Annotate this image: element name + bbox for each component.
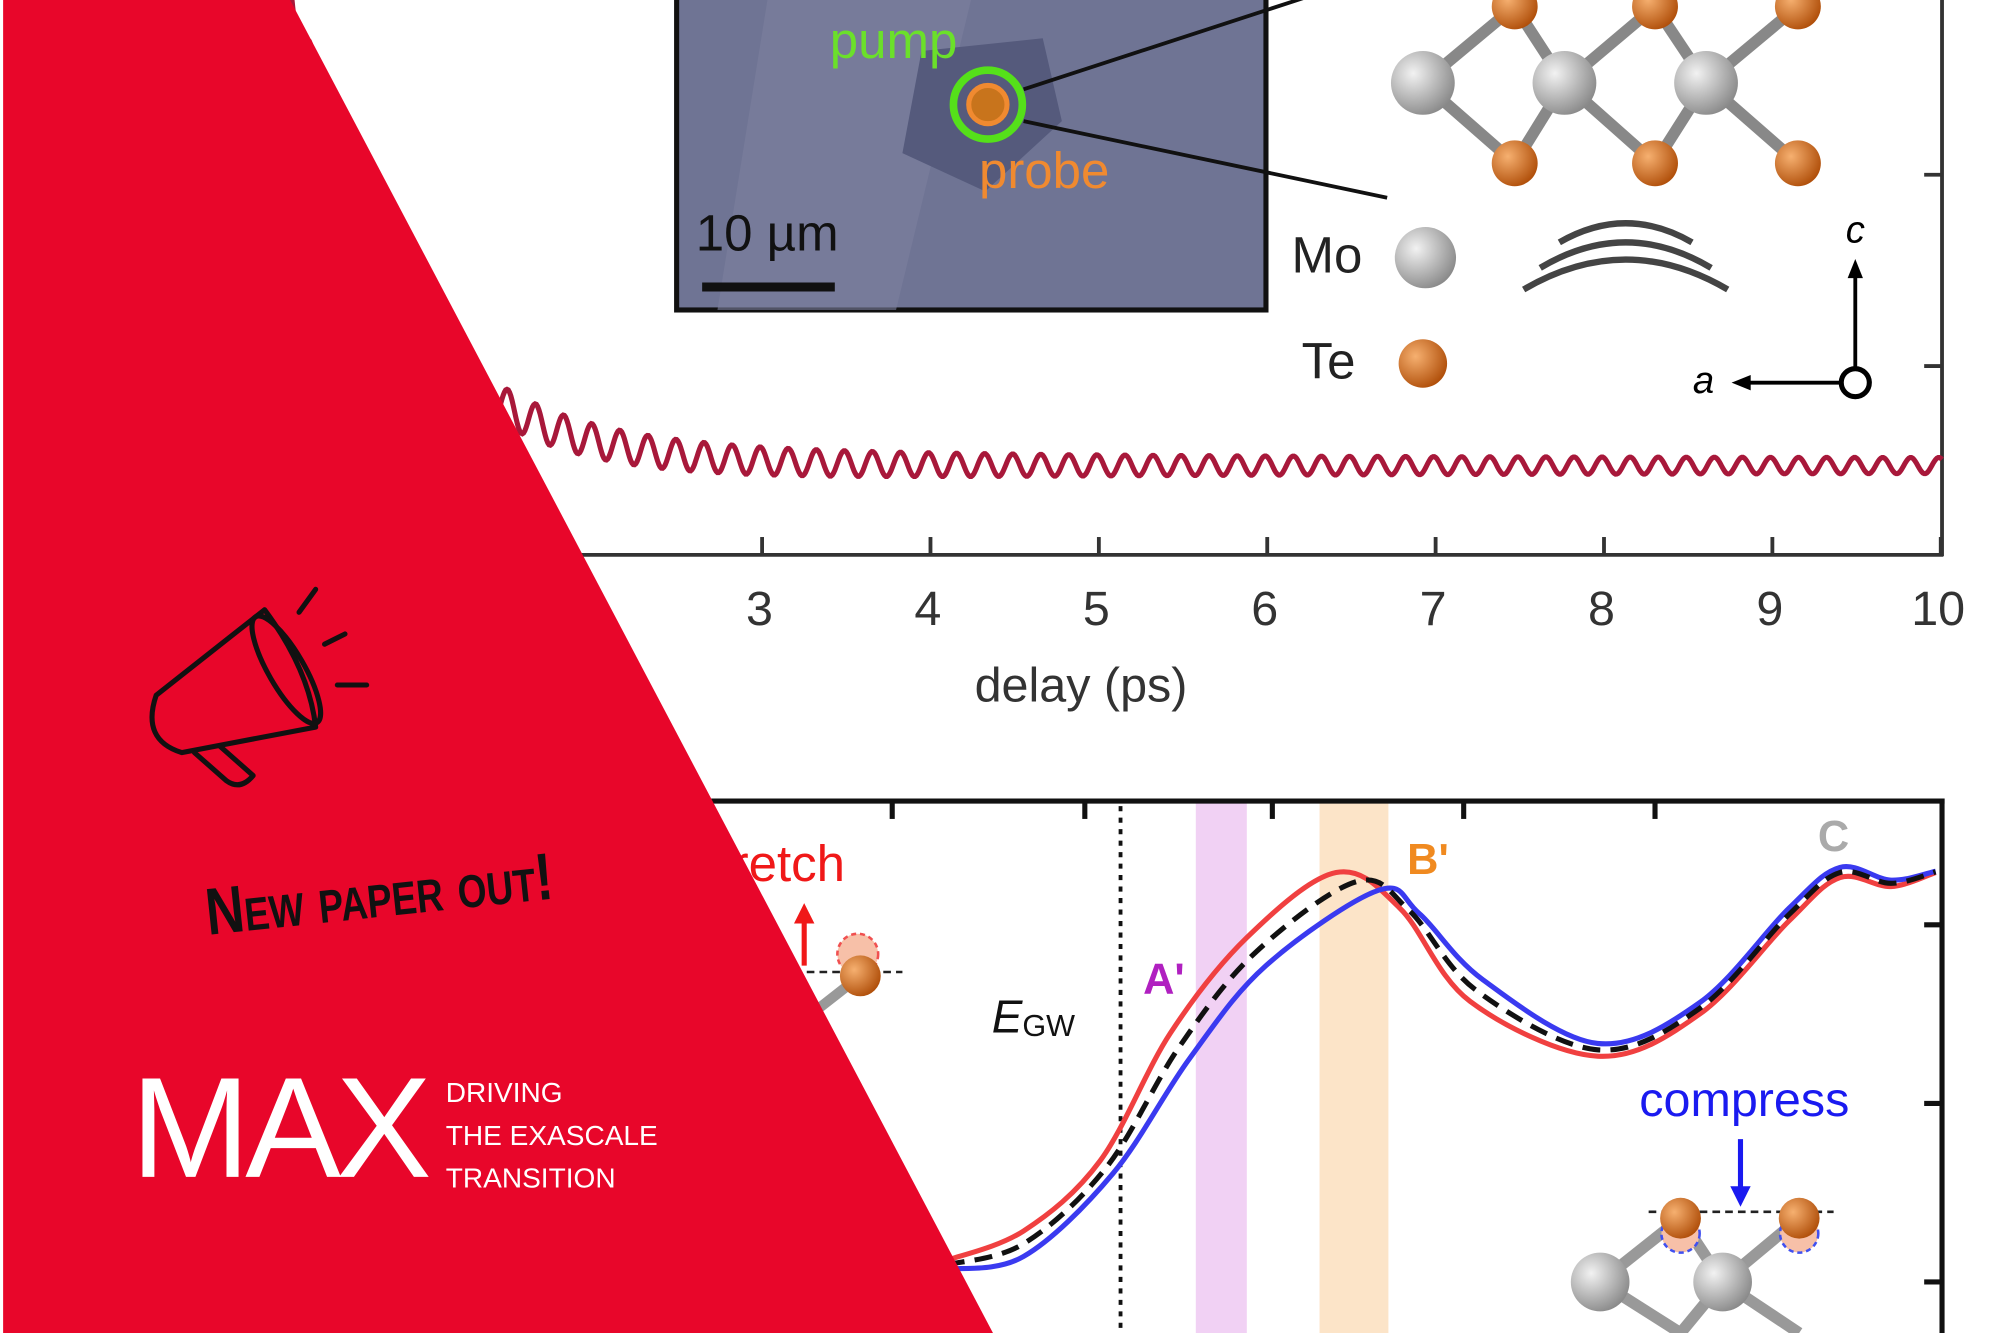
x-axis-label: delay (ps) xyxy=(975,659,1188,713)
x-tick-label: 9 xyxy=(1756,582,1783,636)
pump-label: pump xyxy=(830,12,958,69)
tagline-2: THE EXASCALE xyxy=(446,1120,658,1151)
peak-b-label: B' xyxy=(1407,836,1449,884)
egw-label: EGW xyxy=(992,991,1075,1044)
lattice xyxy=(1390,0,1821,293)
stretch-curve xyxy=(946,869,1937,1263)
peak-a-label: A' xyxy=(1143,956,1185,1004)
x-tick-label: 7 xyxy=(1420,582,1447,636)
x-tick-label: 10 xyxy=(1911,582,1965,636)
top-axes xyxy=(564,0,1944,557)
egw-subscript: GW xyxy=(1022,1009,1075,1043)
x-tick-label: 6 xyxy=(1251,582,1278,636)
band-a xyxy=(1195,801,1247,1333)
x-tick-label: 4 xyxy=(914,582,941,636)
microscope-inset: pump probe 10 µm xyxy=(674,0,1388,313)
megaphone-icon xyxy=(149,586,370,788)
compress-curve xyxy=(946,864,1937,1272)
te-label: Te xyxy=(1302,332,1356,389)
egw-symbol: E xyxy=(992,991,1024,1043)
tagline-1: DRIVING xyxy=(446,1077,563,1108)
x-tick-label: 3 xyxy=(746,582,773,636)
a-axis-label: a xyxy=(1693,359,1714,402)
tagline-3: TRANSITION xyxy=(446,1162,616,1193)
c-axis-label: c xyxy=(1846,208,1865,251)
probe-label: probe xyxy=(979,142,1109,199)
banner-background xyxy=(3,0,993,1333)
equilibrium-curve xyxy=(946,868,1937,1268)
scale-bar-label: 10 µm xyxy=(696,205,839,262)
peak-c-label: C xyxy=(1818,813,1849,861)
mo-label: Mo xyxy=(1291,226,1362,283)
oscillation-curve xyxy=(289,0,1944,479)
crystal-axes: c a xyxy=(1693,208,1872,402)
compress-label: compress xyxy=(1639,1073,1849,1127)
species-legend: Mo Te xyxy=(1291,226,1457,389)
stretch-icon xyxy=(755,903,903,1012)
compress-icon xyxy=(1570,1139,1834,1333)
bottom-axes xyxy=(711,798,1945,1333)
x-tick-label: 8 xyxy=(1588,582,1615,636)
top-x-ticks: 3 4 5 6 7 8 9 10 xyxy=(746,537,1965,636)
logo: MAX xyxy=(131,1049,430,1208)
x-tick-label: 5 xyxy=(1083,582,1110,636)
